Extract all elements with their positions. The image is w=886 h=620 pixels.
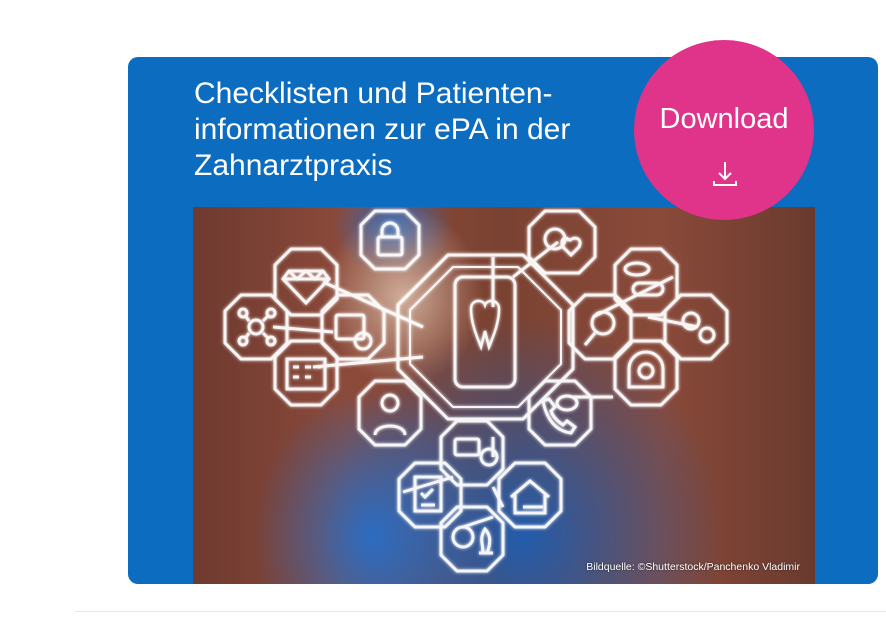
download-label: Download [659, 103, 789, 135]
lock-icon [359, 209, 421, 271]
phone-chat-icon [527, 379, 593, 447]
hospital-icon [273, 339, 339, 407]
checklist-icon [397, 461, 463, 529]
gears-icon [663, 293, 729, 361]
calendar-clock-icon [320, 293, 386, 361]
download-icon [713, 162, 737, 186]
brain-chess-icon [439, 505, 505, 573]
network-icon [223, 293, 289, 361]
doctor-icon [357, 379, 423, 447]
image-credit: Bildquelle: ©Shutterstock/Panchenko Vlad… [586, 561, 800, 573]
tooth-smartphone-icon [396, 253, 575, 421]
payment-icon [439, 419, 505, 487]
dental-digital-health-photo: Bildquelle: ©Shutterstock/Panchenko Vlad… [193, 207, 815, 584]
pills-icon [613, 247, 679, 317]
health-icons-overlay [223, 209, 729, 573]
card-title: Checklisten und Patienten- informationen… [194, 77, 571, 182]
section-divider [75, 611, 886, 612]
mri-icon [613, 339, 679, 407]
download-button[interactable]: Download [634, 40, 814, 220]
family-home-icon [497, 461, 563, 529]
apple-heart-icon [527, 209, 597, 275]
